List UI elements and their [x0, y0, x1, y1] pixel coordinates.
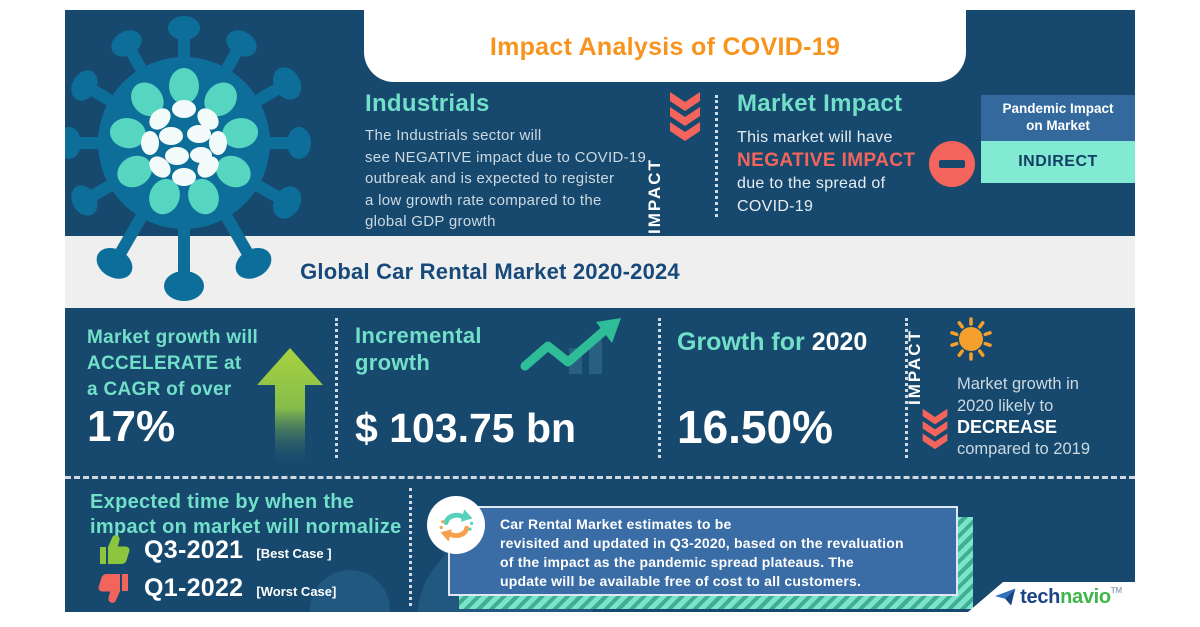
update-note-text: Car Rental Market estimates to be revisi… — [500, 516, 904, 589]
vertical-divider — [409, 488, 412, 606]
coronavirus-illustration — [65, 16, 311, 301]
sector-description: The Industrials sector will see NEGATIVE… — [365, 127, 647, 230]
technavio-logo: technavioTM — [968, 582, 1135, 612]
vertical-divider — [715, 95, 718, 217]
virus-icon — [950, 317, 992, 361]
vertical-divider — [335, 318, 338, 458]
cagr-label: Market growth will ACCELERATE at a CAGR … — [87, 327, 259, 400]
market-impact-heading: Market Impact — [737, 90, 903, 117]
badge-value: INDIRECT — [981, 141, 1135, 183]
worst-case-label: [Worst Case] — [256, 583, 337, 599]
thumbs-up-icon — [100, 535, 130, 564]
impact-vertical-label: IMPACT — [905, 329, 924, 405]
worst-case-value: Q1-2022 — [144, 573, 244, 602]
worst-case-row: Q1-2022 [Worst Case] — [97, 572, 336, 604]
refresh-icon — [427, 496, 485, 554]
horizontal-divider — [65, 476, 1135, 479]
incremental-growth-value: $ 103.75 bn — [355, 405, 577, 451]
normalize-heading: Expected time by when the impact on mark… — [90, 491, 402, 538]
infographic-content: Impact Analysis of COVID-19 Industrials … — [65, 10, 1135, 612]
impact-2020-text: Market growth in 2020 likely to DECREASE… — [957, 375, 1091, 458]
negative-impact-text: NEGATIVE IMPACT — [737, 150, 916, 171]
vertical-divider — [658, 318, 661, 458]
sector-impact-block: Industrials The Industrials sector will … — [365, 90, 646, 233]
technavio-wordmark: technavioTM — [1020, 585, 1122, 608]
best-case-value: Q3-2021 — [144, 535, 244, 564]
update-note-box: Car Rental Market estimates to be revisi… — [448, 506, 958, 596]
header-banner: Impact Analysis of COVID-19 — [364, 10, 966, 82]
minus-circle-icon — [929, 141, 975, 187]
impact-vertical-label: IMPACT — [645, 158, 664, 234]
incremental-growth-label: Incremental growth — [355, 323, 482, 375]
chevrons-down-icon — [922, 408, 948, 450]
vertical-divider — [905, 318, 908, 458]
pandemic-impact-badge: Pandemic Impact on Market INDIRECT — [981, 95, 1135, 183]
growth-2020-label: Growth for 2020 — [677, 328, 868, 356]
technavio-plane-icon — [995, 588, 1016, 606]
decrease-text: DECREASE — [957, 417, 1058, 437]
cagr-value: 17% — [87, 402, 176, 451]
growth-2020-value: 16.50% — [677, 401, 834, 453]
trademark-symbol: TM — [1110, 585, 1122, 595]
market-title: Global Car Rental Market 2020-2024 — [300, 259, 680, 284]
thumbs-down-icon — [98, 574, 128, 603]
badge-label: Pandemic Impact on Market — [981, 95, 1135, 141]
header-title: Impact Analysis of COVID-19 — [489, 33, 841, 61]
trend-chart-icon — [520, 318, 621, 374]
best-case-row: Q3-2021 [Best Case ] — [97, 534, 332, 566]
sector-heading: Industrials — [365, 90, 490, 117]
chevrons-down-icon — [670, 92, 700, 141]
best-case-label: [Best Case ] — [256, 545, 332, 561]
up-arrow-icon — [257, 348, 323, 468]
market-impact-block: Market Impact This market will have NEGA… — [737, 90, 916, 215]
